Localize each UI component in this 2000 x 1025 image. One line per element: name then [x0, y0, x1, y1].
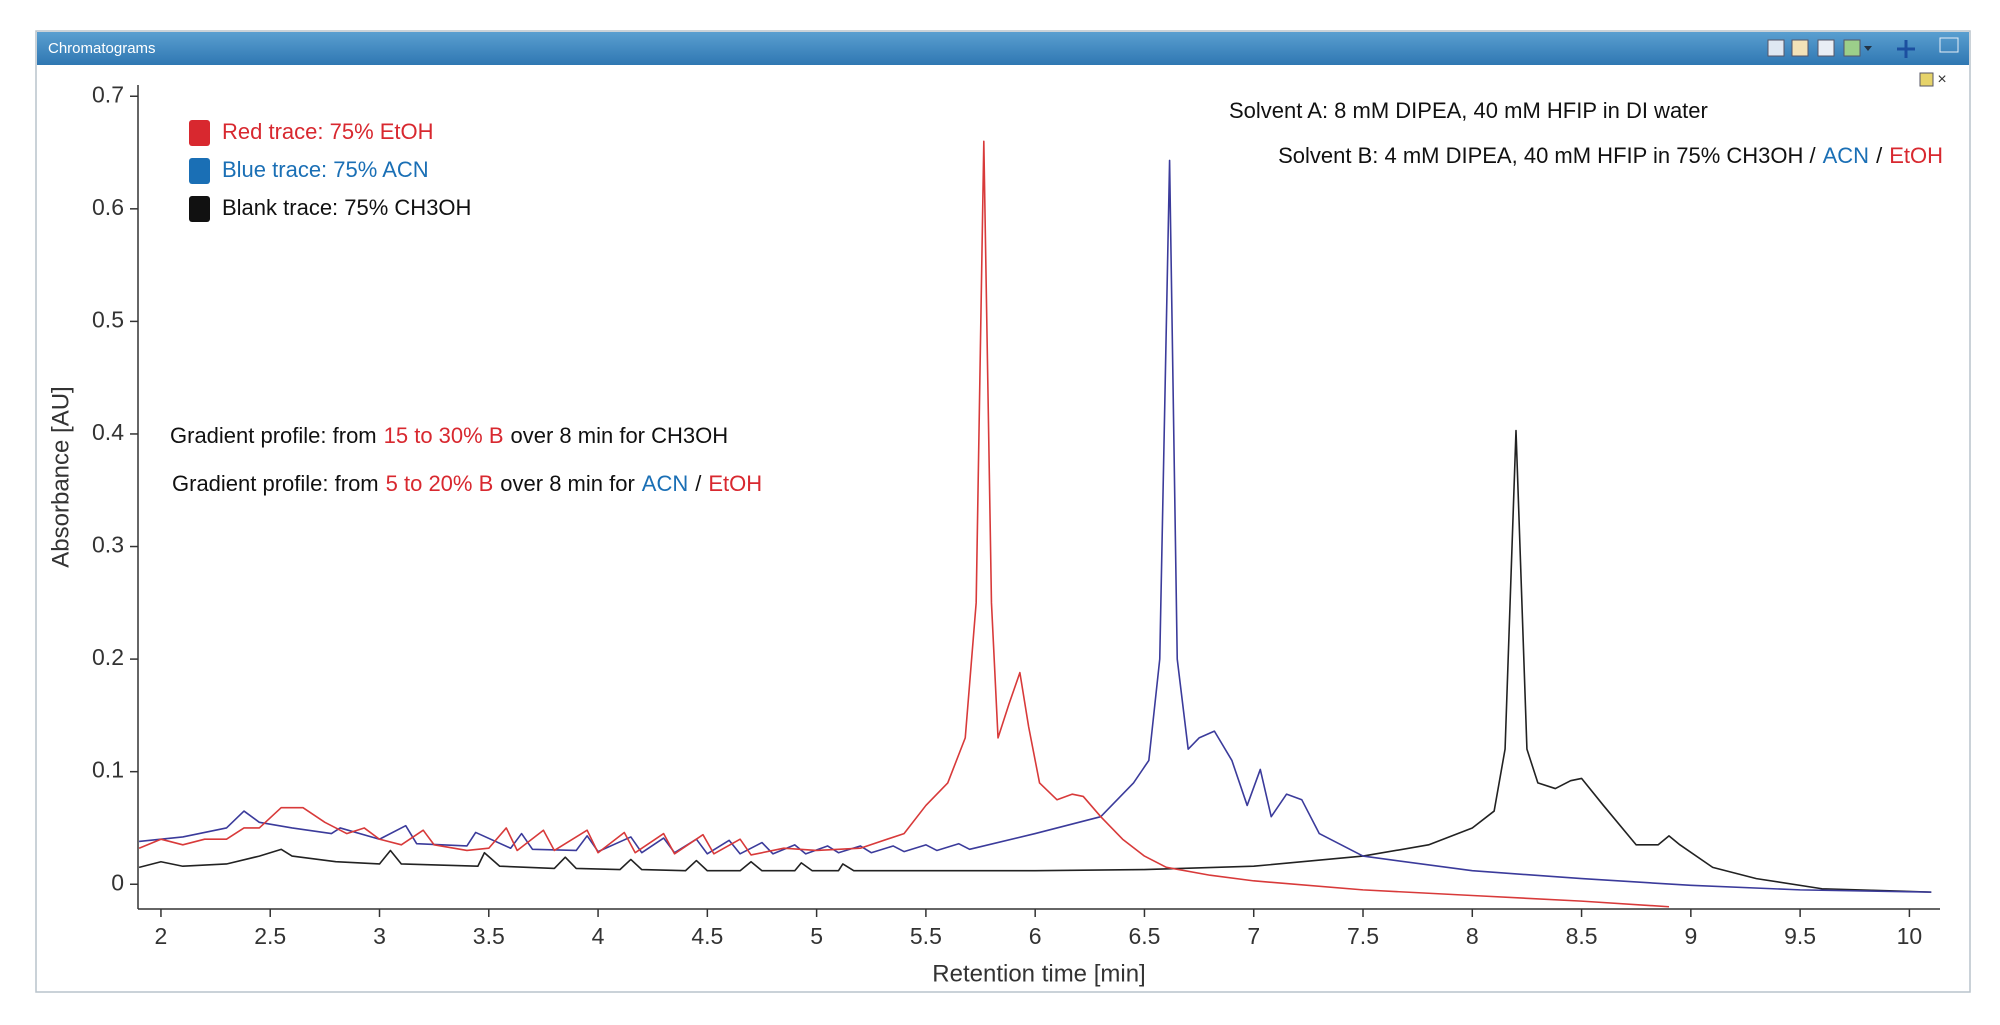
- x-tick-label: 4.5: [691, 923, 723, 949]
- x-tick-label: 6.5: [1128, 923, 1160, 949]
- annotation: Solvent B: 4 mM DIPEA, 40 mM HFIP in 75%…: [1278, 143, 1943, 168]
- y-axis-title: Absorbance [AU]: [47, 386, 74, 567]
- x-tick-label: 2: [155, 923, 168, 949]
- annotation-segment: over 8 min for: [500, 471, 635, 496]
- x-tick-label: 9.5: [1784, 923, 1816, 949]
- x-tick-label: 4: [592, 923, 605, 949]
- legend-label: Blank trace: 75% CH3OH: [222, 195, 471, 220]
- legend-swatch: [189, 158, 210, 184]
- annotation-segment: /: [1876, 143, 1883, 168]
- x-tick-label: 3.5: [473, 923, 505, 949]
- annotation-segment: 15 to 30% B: [384, 423, 504, 448]
- tool-icon[interactable]: [1843, 39, 1861, 57]
- dropdown-arrow[interactable]: [1864, 46, 1872, 51]
- trace-line: [138, 429, 1932, 893]
- x-tick-label: 7: [1247, 923, 1260, 949]
- x-tick-label: 2.5: [254, 923, 286, 949]
- trace-line: [138, 140, 1670, 908]
- y-tick-label: 0.4: [92, 419, 124, 445]
- tool-icon[interactable]: [1767, 39, 1785, 57]
- x-tick-label: 7.5: [1347, 923, 1379, 949]
- toolbar[interactable]: ×: [1767, 37, 1959, 88]
- tool-icon[interactable]: [1817, 39, 1835, 57]
- y-tick-label: 0: [111, 869, 124, 895]
- legend-label: Red trace: 75% EtOH: [222, 119, 434, 144]
- tool-icon[interactable]: [1791, 39, 1809, 57]
- annotation: Solvent A: 8 mM DIPEA, 40 mM HFIP in DI …: [1229, 98, 1708, 123]
- window-title: Chromatograms: [48, 40, 156, 57]
- annotation-segment: Solvent A: 8 mM DIPEA, 40 mM HFIP in DI …: [1229, 98, 1708, 123]
- annotation-segment: over 8 min for CH3OH: [511, 423, 729, 448]
- annotation-segment: EtOH: [708, 471, 762, 496]
- x-tick-label: 3: [373, 923, 386, 949]
- annotation-segment: ACN: [1823, 143, 1869, 168]
- x-tick-label: 10: [1897, 923, 1923, 949]
- legend-swatch: [189, 196, 210, 222]
- y-tick-label: 0.1: [92, 757, 124, 783]
- annotation-segment: 5 to 20% B: [386, 471, 494, 496]
- annotation-segment: /: [695, 471, 702, 496]
- annotation: Gradient profile: from 15 to 30% B over 8 …: [170, 423, 728, 448]
- x-axis-title: Retention time [min]: [932, 960, 1145, 987]
- annotation-segment: Gradient profile: from: [170, 423, 377, 448]
- y-tick-label: 0.7: [92, 81, 124, 107]
- x-tick-label: 6: [1029, 923, 1042, 949]
- y-tick-label: 0.6: [92, 194, 124, 220]
- annotation-segment: EtOH: [1889, 143, 1943, 168]
- annotation-segment: ACN: [642, 471, 688, 496]
- y-tick-label: 0.2: [92, 644, 124, 670]
- pin-icon[interactable]: [1919, 72, 1934, 87]
- restore-button[interactable]: [1939, 37, 1959, 53]
- legend-swatch: [189, 120, 210, 146]
- y-tick-label: 0.3: [92, 532, 124, 558]
- y-tick-label: 0.5: [92, 306, 124, 332]
- x-tick-label: 8: [1466, 923, 1479, 949]
- x-tick-label: 5: [810, 923, 823, 949]
- window-frame: [35, 30, 1971, 993]
- annotation-segment: Gradient profile: from: [172, 471, 379, 496]
- close-button[interactable]: ×: [1937, 71, 1946, 88]
- legend-label: Blue trace: 75% ACN: [222, 157, 429, 182]
- title-bar: [37, 32, 1969, 65]
- plot-area: 0 0.1 0.2 0.3 0.4 0.5 0.6 0.7 2 2.5 3 3.5 4 4.5 5 5.5 6 6…: [47, 81, 1943, 987]
- annotation-segment: Solvent B: 4 mM DIPEA, 40 mM HFIP in 75%…: [1278, 143, 1816, 168]
- x-tick-label: 5.5: [910, 923, 942, 949]
- x-tick-label: 9: [1684, 923, 1697, 949]
- x-tick-label: 8.5: [1566, 923, 1598, 949]
- pan-icon[interactable]: [1897, 40, 1915, 58]
